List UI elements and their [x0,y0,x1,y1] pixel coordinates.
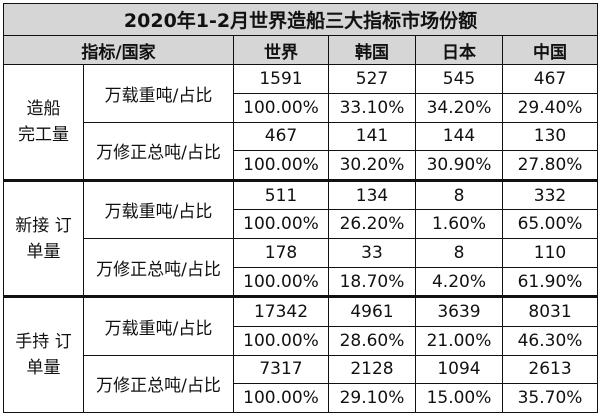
table-row: 100.00% 28.60% 21.00% 46.30% [4,326,599,356]
share-cell: 28.60% [328,326,416,356]
share-cell: 100.00% [233,266,329,298]
category-label-line2: 单量 [26,241,61,262]
value-cell: 1591 [233,64,329,94]
header-japan: 日本 [415,34,503,66]
value-cell: 545 [415,64,503,94]
share-cell: 100.00% [233,92,329,123]
share-cell: 21.00% [415,326,503,356]
value-cell: 511 [233,178,329,211]
share-cell: 100.00% [233,150,329,181]
value-cell: 8 [415,178,503,211]
table-row: 100.00% 33.10% 34.20% 29.40% [4,92,599,123]
share-cell: 33.10% [328,92,416,123]
table-row: 100.00% 26.20% 1.60% 65.00% [4,209,599,240]
unit-label: 万载重吨/占比 [83,178,234,240]
value-cell: 130 [501,121,599,152]
table-row: 造船 完工量 万载重吨/占比 1591 527 545 467 [3,64,599,181]
value-cell: 141 [328,121,416,152]
category-label-line1: 新接 订 [15,215,72,236]
value-cell: 110 [501,238,599,268]
share-cell: 34.20% [415,92,503,123]
value-cell: 33 [328,238,416,268]
value-cell: 1094 [415,354,503,385]
value-cell: 7317 [233,354,329,385]
value-cell: 4961 [328,295,416,328]
table-row: 万修正总吨/占比 467 141 144 130 [4,121,599,181]
table-row: 新接 订 单量 万载重吨/占比 511 134 8 332 [3,178,599,298]
value-cell: 467 [233,121,329,152]
share-cell: 30.20% [328,150,416,181]
header-korea: 韩国 [328,34,416,66]
category-label-line1: 造船 [26,99,61,120]
value-cell: 17342 [233,295,329,328]
share-cell: 15.00% [415,383,503,413]
unit-label: 万修正总吨/占比 [83,238,234,298]
value-cell: 144 [415,121,503,152]
category-label-line2: 完工量 [18,125,69,146]
category-label-line2: 单量 [26,358,61,379]
unit-label: 万修正总吨/占比 [83,121,234,181]
share-cell: 18.70% [328,266,416,298]
share-cell: 30.90% [415,150,503,181]
table-row: 100.00% 18.70% 4.20% 61.90% [4,266,599,298]
header-indicator: 指标/国家 [3,34,234,66]
value-cell: 178 [233,238,329,268]
table-row: 万修正总吨/占比 7317 2128 1094 2613 [4,354,599,414]
header-china: 中国 [501,34,599,66]
market-share-table: 2020年1-2月世界造船三大指标市场份额 指标/国家 世界 韩国 日本 中国 … [2,3,599,414]
unit-label: 万载重吨/占比 [83,64,234,123]
share-cell: 46.30% [501,326,599,356]
value-cell: 527 [328,64,416,94]
share-cell: 29.10% [328,383,416,413]
share-cell: 26.20% [328,209,416,240]
value-cell: 3639 [415,295,503,328]
category-completions: 造船 完工量 [3,64,84,181]
table-row: 100.00% 30.20% 30.90% 27.80% [4,150,599,181]
share-cell: 4.20% [415,266,503,298]
share-cell: 100.00% [233,209,329,240]
share-cell: 1.60% [415,209,503,240]
category-orderbook: 手持 订 单量 [3,295,84,413]
value-cell: 2128 [328,354,416,385]
share-cell: 61.90% [501,266,599,298]
share-cell: 35.70% [501,383,599,413]
category-new-orders: 新接 订 单量 [3,178,84,298]
table-row: 100.00% 29.10% 15.00% 35.70% [4,383,599,413]
unit-label: 万载重吨/占比 [83,295,234,356]
share-cell: 29.40% [501,92,599,123]
share-cell: 100.00% [233,383,329,413]
value-cell: 2613 [501,354,599,385]
table-row: 万修正总吨/占比 178 33 8 110 [4,238,599,298]
share-cell: 100.00% [233,326,329,356]
value-cell: 8031 [501,295,599,328]
header-world: 世界 [233,34,329,66]
value-cell: 134 [328,178,416,211]
value-cell: 467 [501,64,599,94]
unit-label: 万修正总吨/占比 [83,354,234,414]
share-cell: 65.00% [501,209,599,240]
value-cell: 332 [501,178,599,211]
share-cell: 27.80% [501,150,599,181]
value-cell: 8 [415,238,503,268]
table-row: 手持 订 单量 万载重吨/占比 17342 4961 3639 8031 [3,295,599,413]
category-label-line1: 手持 订 [15,332,72,353]
table-title: 2020年1-2月世界造船三大指标市场份额 [2,3,599,36]
